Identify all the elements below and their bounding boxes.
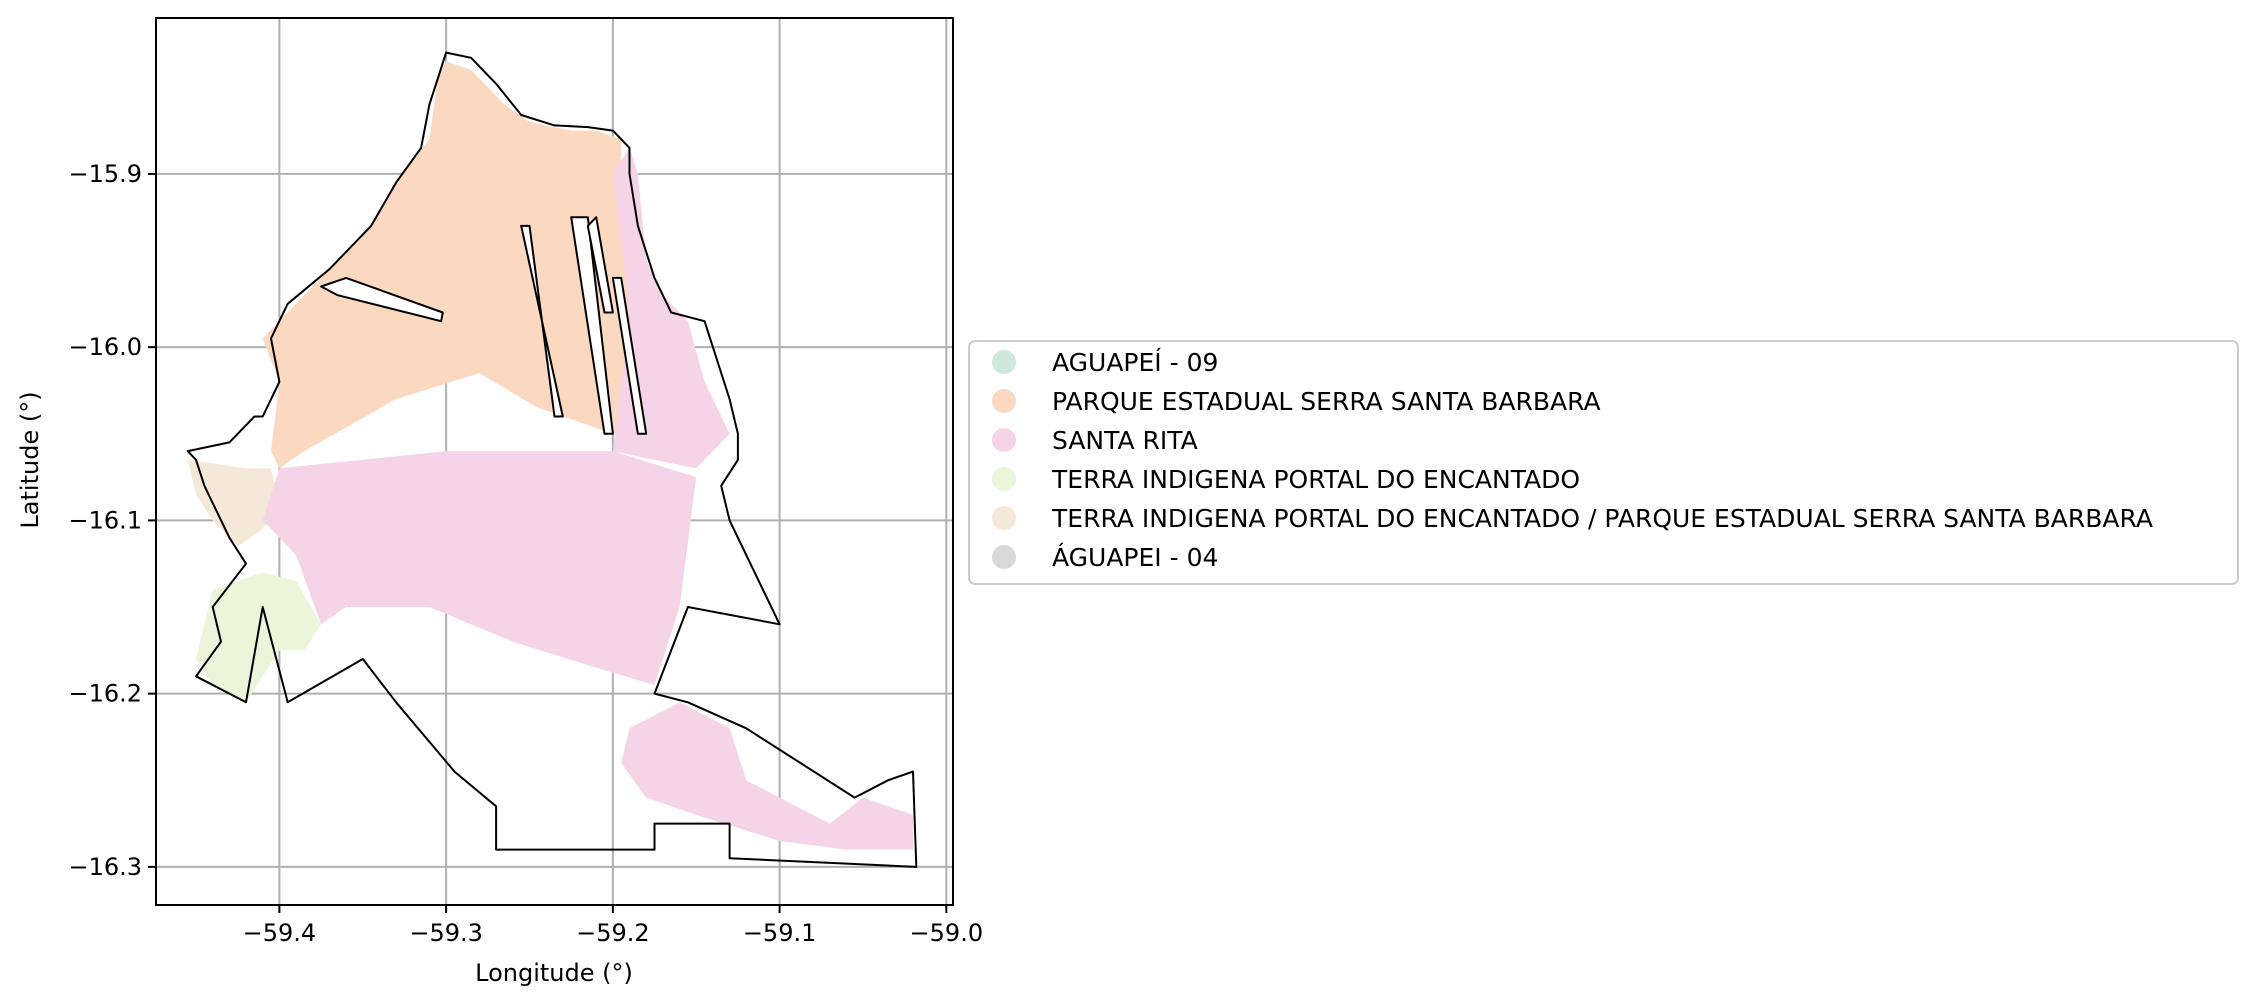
plot-frame: [155, 17, 954, 906]
x-tick-label: −59.4: [243, 919, 317, 947]
exclusion-strip-4: [586, 216, 614, 314]
legend-label-aguapei-09: AGUAPEÍ - 09: [1052, 348, 1218, 377]
y-tick-label: −16.3: [68, 853, 142, 881]
legend-frame: [968, 340, 2239, 585]
y-axis-label: Latitude (°): [16, 391, 44, 528]
exclusion-strip-5: [611, 276, 648, 435]
map-zones: [187, 61, 913, 850]
zone-santa-rita: [621, 702, 913, 850]
zone-santa-rita: [612, 147, 730, 469]
legend-marker-parque-estadual-serra-santa-barbara: [992, 389, 1016, 413]
x-tick-label: −59.0: [910, 919, 984, 947]
map-boundaries: [186, 51, 918, 868]
x-axis-label: Longitude (°): [475, 959, 633, 987]
main-boundary: [186, 51, 918, 868]
legend-label-santa-rita: SANTA RITA: [1052, 426, 1198, 455]
x-tick-label: −59.2: [576, 919, 650, 947]
legend-items: AGUAPEÍ - 09 PARQUE ESTADUAL SERRA SANTA …: [992, 348, 2153, 572]
legend: AGUAPEÍ - 09 PARQUE ESTADUAL SERRA SANTA …: [968, 340, 2239, 585]
legend-label-aguapei-04: ÁGUAPEI - 04: [1052, 543, 1218, 572]
x-tick-label: −59.1: [743, 919, 817, 947]
y-axis-ticks: −15.9 −16.0 −16.1 −16.2 −16.3: [68, 160, 156, 881]
zone-terra-indigena-portal-do-encantado-parque-estadual-serra-santa-barbara: [187, 459, 280, 547]
exclusion-strip-3: [570, 216, 614, 435]
legend-label-terra-indigena-portal-do-encantado: TERRA INDIGENA PORTAL DO ENCANTADO: [1051, 465, 1580, 494]
legend-marker-aguapei-04: [992, 545, 1016, 569]
legend-marker-santa-rita: [992, 428, 1016, 452]
legend-marker-terra-indigena-portal-do-encantado-parque-estadual-serra-santa-barbara: [992, 506, 1016, 530]
x-tick-label: −59.3: [409, 919, 483, 947]
exclusion-strip-1: [320, 276, 444, 323]
y-tick-label: −16.0: [68, 333, 142, 361]
zone-santa-rita: [262, 451, 697, 685]
legend-marker-terra-indigena-portal-do-encantado: [992, 467, 1016, 491]
zone-terra-indigena-portal-do-encantado: [196, 572, 322, 703]
exclusion-strip-2: [520, 224, 564, 418]
legend-marker-aguapei-09: [992, 350, 1016, 374]
y-tick-label: −16.1: [68, 506, 142, 534]
x-axis-ticks: −59.4 −59.3 −59.2 −59.1 −59.0: [243, 905, 983, 947]
legend-label-terra-indigena-portal-do-encantado-parque-estadual-serra-santa-barbara: TERRA INDIGENA PORTAL DO ENCANTADO / PAR…: [1051, 504, 2153, 533]
y-tick-label: −16.2: [68, 680, 142, 708]
y-tick-label: −15.9: [68, 160, 142, 188]
zone-parque-estadual-serra-santa-barbara: [262, 61, 680, 469]
legend-label-parque-estadual-serra-santa-barbara: PARQUE ESTADUAL SERRA SANTA BARBARA: [1052, 387, 1601, 416]
